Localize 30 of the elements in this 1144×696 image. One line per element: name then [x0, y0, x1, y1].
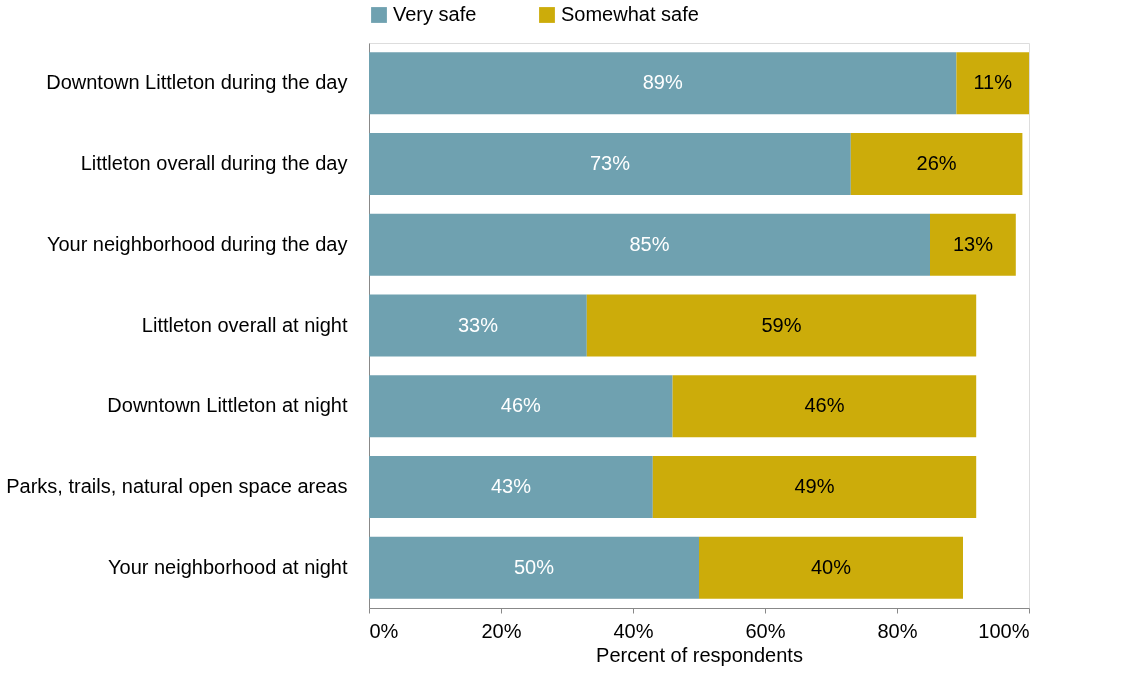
y-tick-label: Littleton overall at night [141, 313, 348, 336]
legend-label: Somewhat safe [561, 3, 699, 25]
y-tick-label: Your neighborhood during the day [46, 232, 348, 255]
data-label: 33% [457, 313, 499, 336]
data-label: 50% [513, 555, 555, 578]
y-tick-label: Downtown Littleton at night [107, 394, 348, 417]
data-label: 11% [973, 71, 1013, 94]
data-label: 26% [916, 152, 957, 175]
x-tick-label: 80% [877, 619, 918, 642]
data-label: 89% [642, 71, 683, 94]
x-tick-label: 40% [613, 619, 654, 642]
data-label: 49% [794, 474, 835, 497]
x-tick-label: 100% [978, 619, 1030, 642]
x-tick-label: 0% [369, 619, 399, 642]
x-tick-label: 60% [745, 619, 786, 642]
data-label: 13% [952, 232, 994, 255]
y-tick-label: Your neighborhood at night [108, 555, 348, 578]
data-label: 85% [629, 232, 670, 255]
x-axis-title: Percent of respondents [596, 643, 803, 666]
data-label: 73% [589, 152, 631, 175]
data-label: 40% [810, 555, 852, 578]
y-tick-label: Parks, trails, natural open space areas [6, 474, 348, 497]
data-label: 46% [500, 394, 542, 417]
data-label: 46% [804, 394, 845, 417]
legend-label: Very safe [393, 3, 477, 25]
y-tick-label: Downtown Littleton during the day [46, 71, 348, 94]
y-tick-label: Littleton overall during the day [80, 152, 348, 175]
data-label: 59% [761, 313, 802, 336]
data-label: 43% [490, 474, 532, 497]
x-tick-label: 20% [481, 619, 522, 642]
